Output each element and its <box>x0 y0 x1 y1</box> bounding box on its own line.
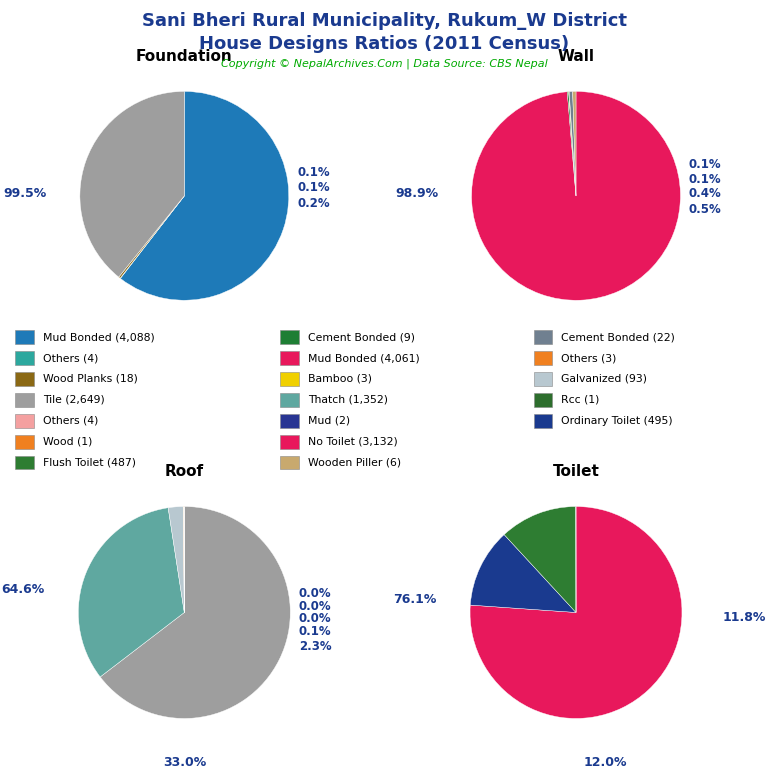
Text: Cement Bonded (22): Cement Bonded (22) <box>561 332 675 343</box>
Bar <box>15 393 34 407</box>
Text: 0.0%: 0.0% <box>299 612 332 625</box>
Bar <box>280 330 299 344</box>
Bar <box>15 372 34 386</box>
Wedge shape <box>168 507 184 613</box>
Wedge shape <box>504 507 576 613</box>
Wedge shape <box>78 508 184 677</box>
Text: Others (4): Others (4) <box>43 415 98 425</box>
Bar <box>280 351 299 365</box>
Text: 99.5%: 99.5% <box>3 187 46 200</box>
Bar <box>534 414 552 428</box>
Wedge shape <box>470 535 576 613</box>
Bar <box>15 455 34 469</box>
Wedge shape <box>568 91 576 196</box>
Bar <box>15 330 34 344</box>
Text: 2.3%: 2.3% <box>299 640 332 653</box>
Text: Mud Bonded (4,061): Mud Bonded (4,061) <box>308 353 420 363</box>
Text: Copyright © NepalArchives.Com | Data Source: CBS Nepal: Copyright © NepalArchives.Com | Data Sou… <box>220 58 548 69</box>
Title: Toilet: Toilet <box>552 464 600 478</box>
Wedge shape <box>569 91 576 196</box>
Bar <box>280 393 299 407</box>
Title: Wall: Wall <box>558 49 594 64</box>
Text: Wood Planks (18): Wood Planks (18) <box>43 374 138 384</box>
Bar <box>534 393 552 407</box>
Text: Cement Bonded (9): Cement Bonded (9) <box>308 332 415 343</box>
Wedge shape <box>120 196 184 279</box>
Text: 0.1%: 0.1% <box>297 167 329 180</box>
Text: 12.0%: 12.0% <box>584 756 627 768</box>
Bar <box>280 414 299 428</box>
Bar <box>534 330 552 344</box>
Text: 76.1%: 76.1% <box>392 593 436 606</box>
Text: 0.1%: 0.1% <box>299 625 332 638</box>
Text: 0.1%: 0.1% <box>297 181 329 194</box>
Bar <box>15 435 34 449</box>
Wedge shape <box>80 91 184 277</box>
Wedge shape <box>472 91 680 300</box>
Text: 0.1%: 0.1% <box>689 173 721 186</box>
Text: Thatch (1,352): Thatch (1,352) <box>308 395 388 405</box>
Text: Tile (2,649): Tile (2,649) <box>43 395 104 405</box>
Text: 0.0%: 0.0% <box>299 587 332 600</box>
Title: Foundation: Foundation <box>136 49 233 64</box>
Text: Sani Bheri Rural Municipality, Rukum_W District: Sani Bheri Rural Municipality, Rukum_W D… <box>141 12 627 29</box>
Text: Galvanized (93): Galvanized (93) <box>561 374 647 384</box>
Wedge shape <box>121 91 289 300</box>
Text: Wooden Piller (6): Wooden Piller (6) <box>308 458 401 468</box>
Text: 0.4%: 0.4% <box>689 187 722 200</box>
Bar <box>534 351 552 365</box>
Bar <box>534 372 552 386</box>
Text: 0.1%: 0.1% <box>689 158 721 171</box>
Bar <box>15 414 34 428</box>
Wedge shape <box>470 507 682 718</box>
Text: Rcc (1): Rcc (1) <box>561 395 600 405</box>
Text: Ordinary Toilet (495): Ordinary Toilet (495) <box>561 415 673 425</box>
Text: 0.5%: 0.5% <box>689 203 722 216</box>
Wedge shape <box>573 91 576 196</box>
Text: 11.8%: 11.8% <box>722 611 766 624</box>
Text: Others (3): Others (3) <box>561 353 617 363</box>
Title: Roof: Roof <box>165 464 204 478</box>
Bar <box>280 435 299 449</box>
Text: House Designs Ratios (2011 Census): House Designs Ratios (2011 Census) <box>199 35 569 52</box>
Text: Flush Toilet (487): Flush Toilet (487) <box>43 458 136 468</box>
Wedge shape <box>100 507 290 718</box>
Wedge shape <box>568 91 576 196</box>
Bar <box>280 372 299 386</box>
Text: 0.2%: 0.2% <box>297 197 329 210</box>
Text: 33.0%: 33.0% <box>163 756 206 768</box>
Text: Mud (2): Mud (2) <box>308 415 350 425</box>
Text: 64.6%: 64.6% <box>2 583 45 596</box>
Text: 0.0%: 0.0% <box>299 600 332 613</box>
Text: Others (4): Others (4) <box>43 353 98 363</box>
Text: No Toilet (3,132): No Toilet (3,132) <box>308 436 398 447</box>
Bar <box>280 455 299 469</box>
Text: 98.9%: 98.9% <box>395 187 438 200</box>
Text: Wood (1): Wood (1) <box>43 436 92 447</box>
Bar <box>15 351 34 365</box>
Wedge shape <box>119 196 184 278</box>
Text: Bamboo (3): Bamboo (3) <box>308 374 372 384</box>
Text: Mud Bonded (4,088): Mud Bonded (4,088) <box>43 332 155 343</box>
